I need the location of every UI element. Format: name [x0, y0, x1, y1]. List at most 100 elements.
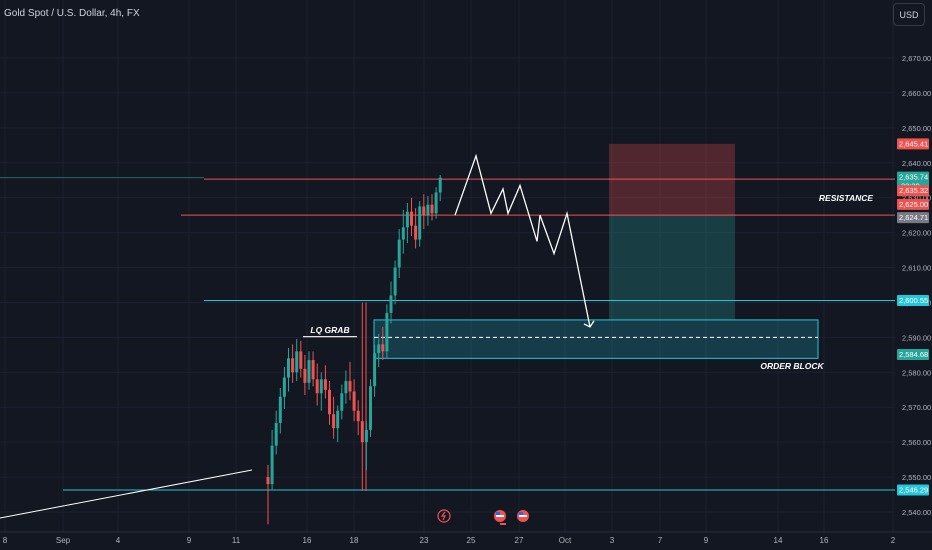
candle-body: [356, 410, 360, 422]
candle-body: [385, 312, 389, 352]
candle-body: [360, 421, 364, 443]
event-dot: [500, 523, 506, 525]
price-tick: 2,570.00: [902, 403, 931, 412]
price-label-text: 2,645.41: [899, 139, 928, 148]
projection-arrowhead: [583, 320, 595, 328]
projection-path: [454, 153, 591, 328]
candle-body: [307, 360, 311, 383]
candle-body: [287, 358, 290, 378]
lightning-bolt: [440, 511, 446, 521]
order-block-zone: [373, 319, 819, 359]
candle-body: [389, 295, 393, 313]
candle-body: [430, 204, 434, 214]
candle-body: [364, 429, 368, 443]
time-tick: 16: [820, 536, 829, 545]
flag-canton: [496, 512, 500, 515]
time-tick: 11: [232, 536, 241, 545]
candle-body: [278, 396, 282, 423]
price-label: 2,584.68: [897, 348, 929, 360]
candle-body: [352, 391, 356, 411]
candle-body: [332, 414, 336, 429]
price-tick: 2,640.00: [902, 159, 931, 168]
price-tick: 2,590.00: [902, 333, 931, 342]
candle-body: [434, 192, 438, 214]
us-flag-event-icon: [494, 510, 506, 522]
candle-body: [282, 377, 286, 397]
price-label: 2,600.55: [897, 295, 929, 307]
candle-body: [369, 386, 372, 430]
time-tick: 16: [303, 536, 312, 545]
annotations: RESISTANCE ORDER BLOCK LQ GRAB: [310, 193, 873, 371]
price-label-bg: [897, 198, 929, 210]
candle-body: [418, 206, 422, 240]
time-tick: Sep: [56, 536, 71, 545]
candle-body: [340, 393, 344, 411]
candle-body: [323, 379, 327, 390]
price-tick: 2,540.00: [902, 508, 931, 517]
candle-body: [295, 351, 299, 373]
time-tick: 25: [467, 536, 476, 545]
time-axis[interactable]: 8 Sep 4 9 11 16 18 23 25 27 Oct 3 7 9 14 16 2: [0, 531, 932, 550]
candlesticks: [266, 174, 442, 525]
price-tick: 2,670.00: [902, 54, 931, 63]
take-profit-zone: [609, 215, 735, 320]
price-label-bg: [897, 212, 929, 224]
price-label: 2,625.00: [897, 198, 929, 210]
candle-body: [328, 389, 331, 415]
flag-stripe: [519, 515, 527, 517]
price-label: 2,546.29: [897, 484, 929, 496]
candle-body: [299, 351, 303, 369]
price-label: 2,645.41: [897, 138, 929, 150]
time-tick: 18: [350, 536, 359, 545]
time-tick: 2: [891, 536, 896, 545]
candle-body: [397, 239, 401, 268]
price-tick: 2,650.00: [902, 124, 931, 133]
time-tick: 14: [774, 536, 783, 545]
candle-body: [348, 381, 352, 392]
candle-body: [422, 206, 426, 216]
candle-body: [266, 477, 270, 485]
candle-body: [401, 227, 405, 240]
drawings: [0, 153, 595, 519]
currency-button[interactable]: USD: [893, 3, 925, 26]
price-label-bg: [897, 348, 929, 360]
candle-body: [438, 177, 442, 193]
time-axis-bg: [0, 532, 932, 550]
time-tick: 9: [704, 536, 709, 545]
time-tick: Oct: [559, 536, 572, 545]
price-label: 2,635.32: [897, 185, 929, 197]
price-label-text: 2,625.00: [899, 200, 928, 209]
flag-stripe: [496, 515, 504, 517]
time-tick: 9: [187, 536, 192, 545]
time-tick: 8: [3, 536, 8, 545]
flag-canton: [519, 512, 523, 515]
candle-body: [319, 379, 323, 394]
price-label-text: 2,600.55: [899, 296, 928, 305]
candle-body: [336, 410, 340, 429]
time-tick: 7: [658, 536, 663, 545]
candle-body: [405, 211, 409, 228]
time-tick: 27: [515, 536, 524, 545]
price-axis-bg: [895, 0, 932, 532]
price-label-text: 2,546.29: [899, 486, 928, 495]
chart-grid: [0, 0, 895, 532]
price-axis[interactable]: 2,540.00 2,550.00 2,560.00 2,570.00 2,580.00…: [895, 0, 932, 532]
lightning-event-icon: [437, 509, 451, 523]
trend-line: [0, 469, 253, 519]
candle-body: [291, 358, 295, 373]
lightning-ring: [437, 509, 451, 523]
candle-body: [410, 211, 413, 226]
us-flag-event-icon: [517, 510, 529, 522]
price-label-text: 2,635.32: [899, 186, 928, 195]
event-markers: [437, 509, 529, 525]
candle-body: [274, 422, 278, 446]
candle-body: [426, 204, 430, 216]
candle-body: [373, 353, 377, 387]
candle-body: [381, 344, 385, 352]
time-tick: 23: [420, 536, 429, 545]
resistance-label: RESISTANCE: [819, 193, 873, 203]
candle-body: [377, 344, 381, 354]
price-label-text: 2,584.68: [899, 350, 928, 359]
horizontal-levels: [0, 177, 895, 492]
